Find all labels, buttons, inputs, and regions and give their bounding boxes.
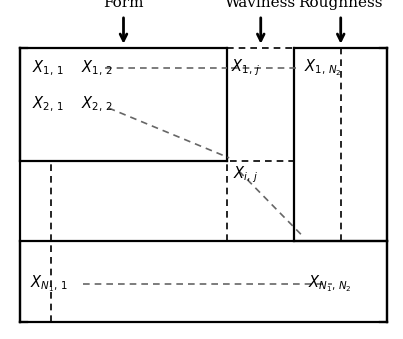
Text: $X_{2,\,2}$: $X_{2,\,2}$ — [81, 95, 112, 114]
Text: $X_{1,\,1}$: $X_{1,\,1}$ — [32, 59, 63, 78]
Text: Waviness: Waviness — [225, 0, 296, 10]
Text: Roughness: Roughness — [299, 0, 383, 10]
Text: Form: Form — [103, 0, 144, 10]
Text: $X_{2,\,1}$: $X_{2,\,1}$ — [32, 95, 63, 114]
Text: $X_{1,\,j}$: $X_{1,\,j}$ — [231, 58, 260, 78]
Text: $X_{i,\,j}$: $X_{i,\,j}$ — [233, 164, 258, 185]
Text: $X_{1,\,2}$: $X_{1,\,2}$ — [81, 59, 112, 78]
Text: $X_{N_1,\,N_2}$: $X_{N_1,\,N_2}$ — [308, 274, 352, 294]
Text: $X_{1,\,N_2}$: $X_{1,\,N_2}$ — [304, 58, 342, 78]
Text: $X_{N_1,\,1}$: $X_{N_1,\,1}$ — [30, 274, 67, 294]
